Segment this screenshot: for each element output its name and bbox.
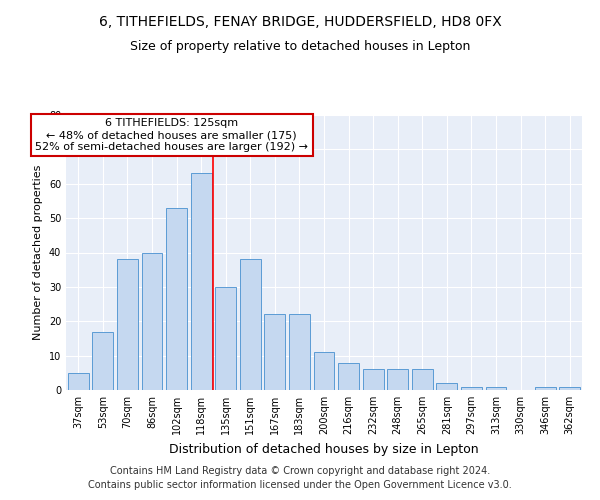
Bar [436,383,457,390]
Bar [535,386,556,390]
Text: 6, TITHEFIELDS, FENAY BRIDGE, HUDDERSFIELD, HD8 0FX: 6, TITHEFIELDS, FENAY BRIDGE, HUDDERSFIE… [98,15,502,29]
Bar [142,252,163,390]
Text: 6 TITHEFIELDS: 125sqm
← 48% of detached houses are smaller (175)
52% of semi-det: 6 TITHEFIELDS: 125sqm ← 48% of detached … [35,118,308,152]
Text: Size of property relative to detached houses in Lepton: Size of property relative to detached ho… [130,40,470,53]
Bar [559,386,580,390]
Bar [362,370,383,390]
Bar [461,386,482,390]
Bar [314,352,334,390]
Bar [289,314,310,390]
X-axis label: Distribution of detached houses by size in Lepton: Distribution of detached houses by size … [169,442,479,456]
Y-axis label: Number of detached properties: Number of detached properties [33,165,43,340]
Bar [166,208,187,390]
Bar [215,287,236,390]
Bar [265,314,286,390]
Bar [412,370,433,390]
Bar [92,332,113,390]
Bar [191,174,212,390]
Bar [338,362,359,390]
Text: Contains HM Land Registry data © Crown copyright and database right 2024.
Contai: Contains HM Land Registry data © Crown c… [88,466,512,490]
Bar [485,386,506,390]
Bar [117,260,138,390]
Bar [240,260,261,390]
Bar [68,373,89,390]
Bar [387,370,408,390]
